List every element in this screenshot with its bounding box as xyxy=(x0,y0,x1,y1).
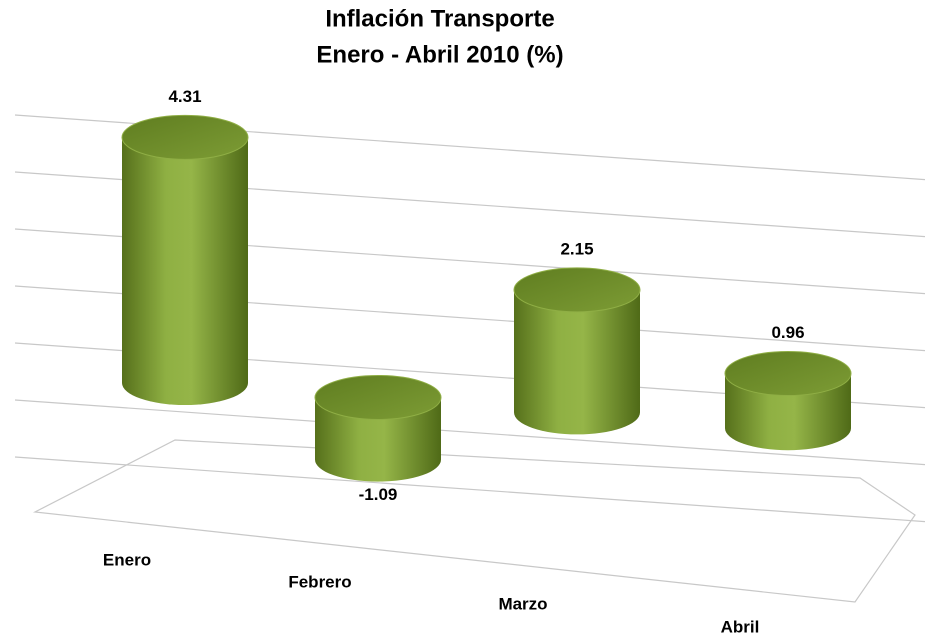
data-label: 0.96 xyxy=(771,323,804,342)
bar-body xyxy=(315,397,441,482)
bar xyxy=(121,114,249,405)
floor xyxy=(32,439,916,603)
bar-top xyxy=(513,267,641,313)
data-label: 4.31 xyxy=(168,87,201,106)
bar-top xyxy=(724,351,852,397)
x-tick-label: Enero xyxy=(103,550,151,569)
data-label: 2.15 xyxy=(560,239,593,258)
bar xyxy=(513,267,641,435)
bar-body xyxy=(122,137,248,405)
bar-top xyxy=(314,374,442,420)
bar xyxy=(724,351,852,451)
grid-line xyxy=(14,456,926,523)
grid-line xyxy=(14,399,926,466)
x-tick-label: Febrero xyxy=(288,572,351,591)
bar-body xyxy=(514,289,640,435)
bar xyxy=(314,374,442,482)
x-tick-label: Marzo xyxy=(498,594,547,613)
chart-subtitle: Enero - Abril 2010 (%) xyxy=(316,41,563,68)
x-tick-label: Abril xyxy=(721,617,760,636)
bar-top xyxy=(121,114,249,160)
data-label: -1.09 xyxy=(359,485,398,504)
chart-title: Inflación Transporte xyxy=(325,5,554,32)
